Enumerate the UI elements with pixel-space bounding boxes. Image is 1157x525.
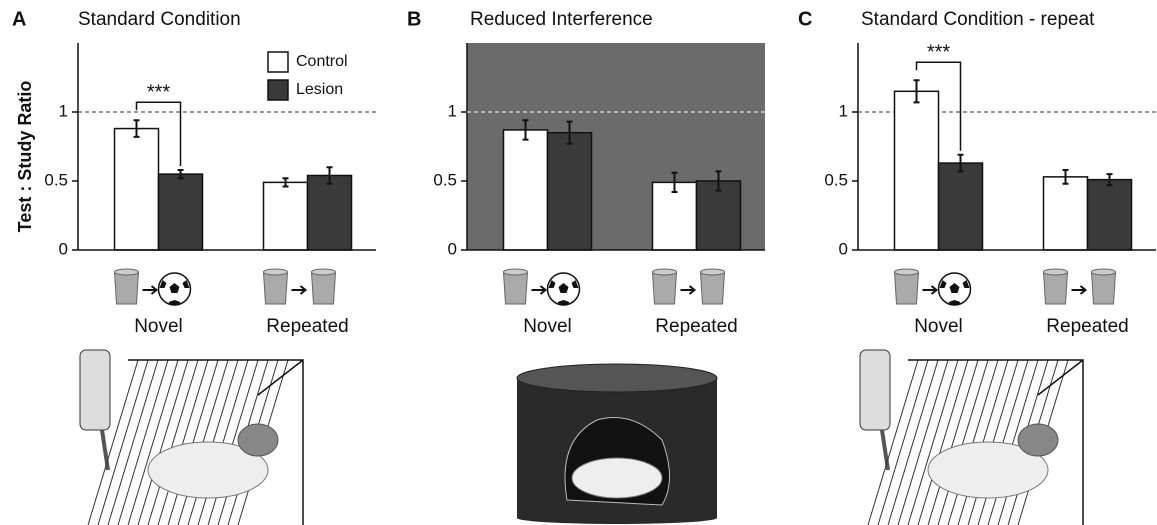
cup-icon: [504, 272, 528, 304]
cup-rim: [701, 269, 725, 275]
cup-rim: [895, 269, 919, 275]
y-tick-label: 0: [448, 239, 457, 258]
x-category-label: Repeated: [655, 316, 737, 337]
arrow-icon: [923, 286, 937, 294]
y-tick-label: 0.5: [433, 170, 457, 189]
cup-rim: [264, 269, 288, 275]
legend-label: Control: [296, 53, 348, 70]
bar: [1088, 180, 1132, 250]
bottle: [860, 350, 890, 430]
cup-rim: [115, 269, 139, 275]
x-category-label: Novel: [914, 316, 963, 337]
significance-label: ***: [927, 42, 951, 64]
cage-illustration: [860, 350, 1083, 525]
bar: [308, 175, 352, 250]
panel-title: Reduced Interference: [470, 9, 653, 30]
bar-wire: [138, 360, 188, 525]
cup-rim: [1092, 269, 1116, 275]
rat-head: [1018, 424, 1058, 456]
bar-wire: [908, 360, 958, 525]
x-category-label: Novel: [523, 316, 572, 337]
arrow-icon: [292, 286, 306, 294]
bar-wire: [898, 360, 948, 525]
bar: [1044, 177, 1088, 250]
bar: [895, 91, 939, 250]
cup-icon: [653, 272, 677, 304]
bar-wire: [108, 360, 158, 525]
bar: [264, 182, 308, 250]
y-tick-label: 0.5: [824, 170, 848, 189]
panel-title: Standard Condition: [78, 9, 241, 30]
bar: [939, 163, 983, 250]
cup-rim: [653, 269, 677, 275]
legend-label: Lesion: [296, 81, 343, 98]
panel-letter: A: [12, 8, 26, 30]
arrow-icon: [681, 286, 695, 294]
panel-letter: C: [798, 8, 812, 30]
cup-icon: [895, 272, 919, 304]
y-tick-label: 0.5: [44, 170, 68, 189]
spout: [102, 430, 108, 470]
bar-wire: [888, 360, 938, 525]
arrow-icon: [532, 286, 546, 294]
legend-swatch: [268, 80, 288, 100]
cylinder-top: [517, 364, 717, 392]
bar: [504, 130, 548, 250]
arrow-icon: [143, 286, 157, 294]
bar: [159, 174, 203, 250]
bar-wire: [148, 360, 198, 525]
bar-wire: [928, 360, 978, 525]
cup-icon: [115, 272, 139, 304]
bottle: [80, 350, 110, 430]
bar: [548, 133, 592, 250]
cup-icon: [1044, 272, 1068, 304]
bar-wire: [118, 360, 168, 525]
cup-rim: [1044, 269, 1068, 275]
cup-rim: [312, 269, 336, 275]
cage-illustration: [80, 350, 303, 525]
panel-letter: B: [407, 8, 421, 30]
x-category-label: Repeated: [1046, 316, 1128, 337]
legend-swatch: [268, 52, 288, 72]
x-category-label: Novel: [134, 316, 183, 337]
cup-icon: [1092, 272, 1116, 304]
y-tick-label: 0: [839, 239, 848, 258]
cup-icon: [264, 272, 288, 304]
bar-wire: [918, 360, 968, 525]
spout: [882, 430, 888, 470]
arrow-icon: [1072, 286, 1086, 294]
y-axis-label: Test : Study Ratio: [15, 81, 35, 233]
significance-label: ***: [147, 82, 171, 104]
bar-wire: [128, 360, 178, 525]
rat-head: [238, 424, 278, 456]
y-tick-label: 1: [448, 101, 457, 120]
x-category-label: Repeated: [266, 316, 348, 337]
cup-icon: [312, 272, 336, 304]
y-tick-label: 1: [839, 101, 848, 120]
y-tick-label: 0: [59, 239, 68, 258]
bar: [115, 129, 159, 250]
cylinder-base: [517, 512, 717, 524]
y-tick-label: 1: [59, 101, 68, 120]
rat: [572, 458, 662, 498]
figure: A Standard Condition Test : Study Ratio 0 0.…: [0, 0, 1157, 525]
cup-icon: [701, 272, 725, 304]
panel-title: Standard Condition - repeat: [861, 9, 1095, 30]
cup-rim: [504, 269, 528, 275]
